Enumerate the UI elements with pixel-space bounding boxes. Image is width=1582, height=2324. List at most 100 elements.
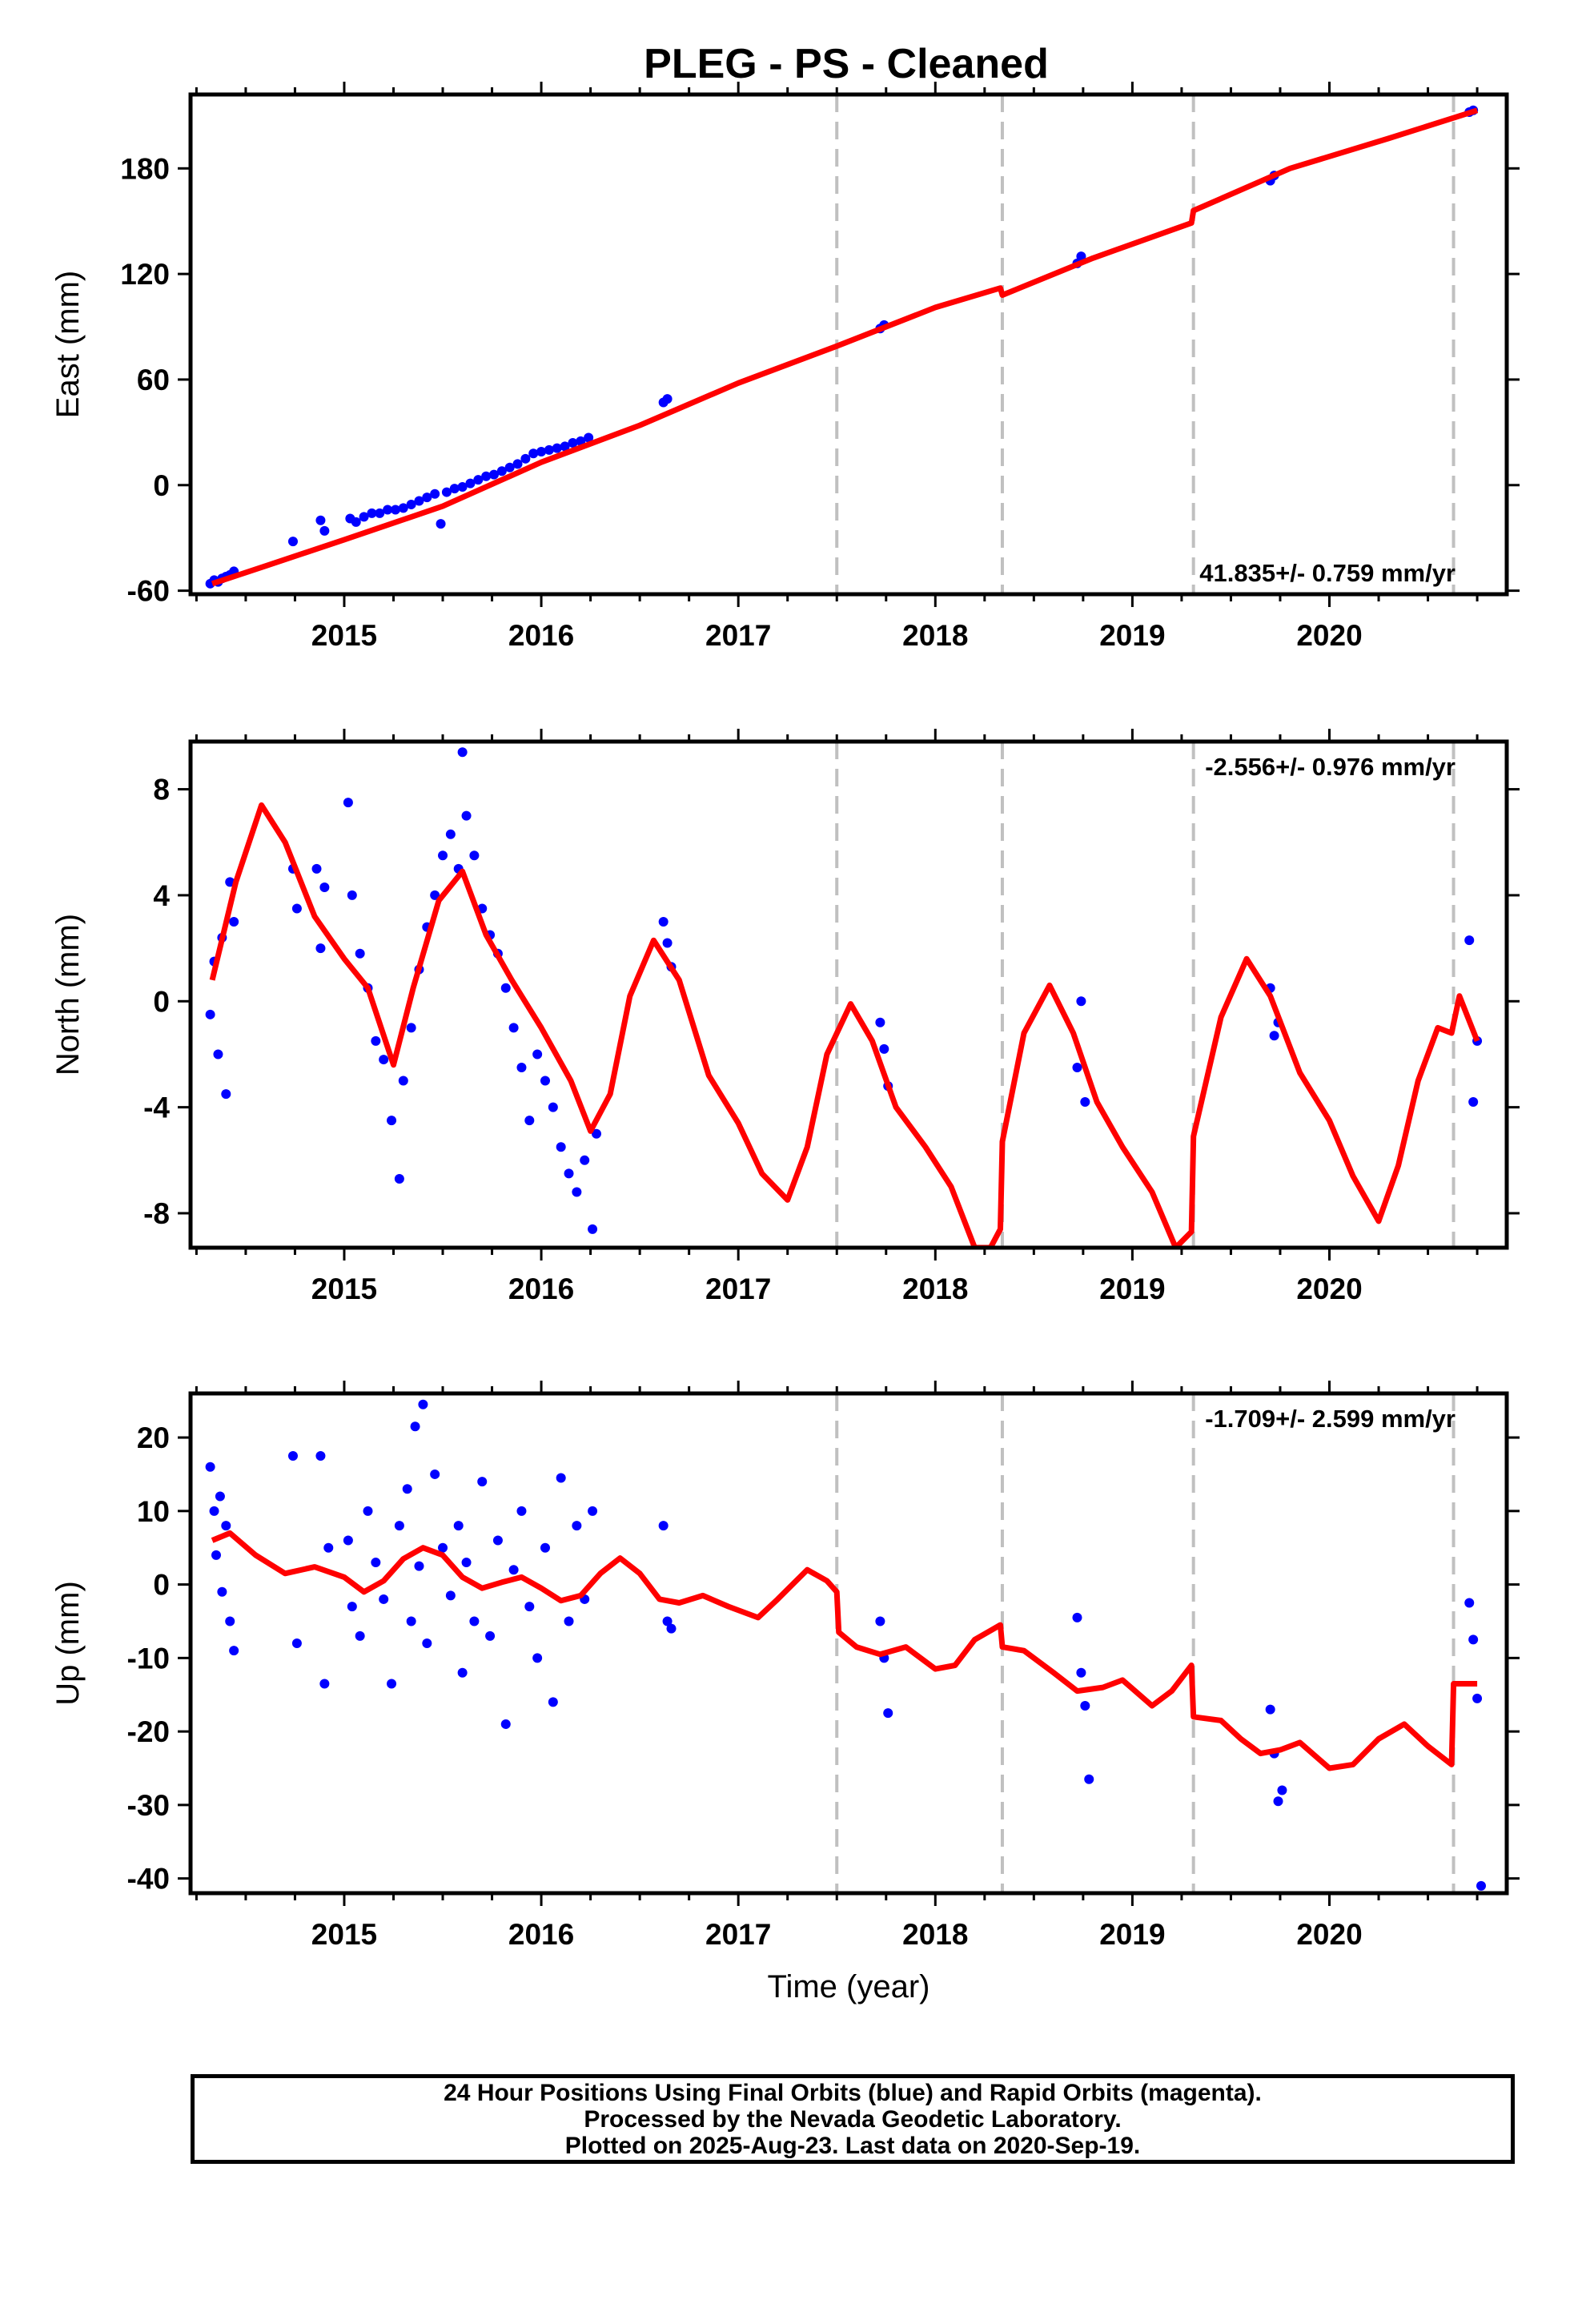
- observation-point: [347, 890, 357, 900]
- observation-point: [540, 1542, 550, 1553]
- observation-point: [394, 1521, 404, 1531]
- observation-point: [666, 1623, 677, 1634]
- x-tick-label: 2017: [705, 1273, 771, 1305]
- observation-point: [311, 863, 322, 874]
- panel-1: 2015 2016 2017 2018 2019 2020 -60 0 60 120 180 East…: [50, 82, 1520, 652]
- observation-point: [465, 478, 476, 489]
- observation-point: [1076, 996, 1086, 1007]
- observation-point: [211, 1550, 221, 1560]
- x-axis: 2015 2016 2017 2018 2019 2020: [195, 729, 1479, 1305]
- panels: 2015 2016 2017 2018 2019 2020 -60 0 60 120 180 East…: [50, 82, 1520, 2004]
- x-tick-label: 2016: [508, 619, 574, 652]
- observation-point: [883, 1708, 893, 1719]
- y-tick-label: 0: [153, 469, 170, 502]
- observation-point: [371, 1035, 381, 1046]
- observation-point: [1476, 1880, 1487, 1891]
- observation-point: [1072, 1612, 1082, 1622]
- footer-note: 24 Hour Positions Using Final Orbits (bl…: [191, 2074, 1515, 2164]
- observations: [205, 1399, 1487, 1891]
- observation-point: [576, 436, 586, 446]
- y-tick-label: 180: [120, 152, 170, 185]
- observation-point: [449, 484, 460, 494]
- observation-point: [367, 508, 377, 518]
- observation-point: [556, 1142, 566, 1152]
- observation-point: [422, 493, 432, 503]
- observation-point: [875, 1616, 885, 1626]
- observation-point: [406, 1616, 416, 1626]
- observation-point: [457, 481, 468, 492]
- observation-point: [205, 1462, 215, 1472]
- y-tick-label: 0: [153, 985, 170, 1018]
- observation-point: [1072, 1062, 1082, 1072]
- observation-point: [351, 517, 361, 527]
- x-axis-title: Time (year): [768, 1969, 930, 2004]
- observation-point: [481, 471, 492, 481]
- observation-point: [1076, 251, 1086, 262]
- observation-point: [477, 1477, 488, 1487]
- observation-point: [379, 1594, 389, 1604]
- observation-point: [209, 1506, 219, 1516]
- observation-point: [229, 917, 239, 927]
- panel-3: 2015 2016 2017 2018 2019 2020 -40 -30 -20 -10 0 10 2…: [50, 1381, 1520, 2004]
- observation-point: [383, 505, 393, 515]
- observation-point: [406, 1023, 416, 1033]
- observation-point: [588, 1224, 598, 1234]
- observation-point: [355, 1630, 365, 1641]
- y-tick-label: 8: [153, 774, 170, 806]
- observation-point: [387, 1116, 397, 1126]
- observation-point: [319, 525, 330, 536]
- x-axis: 2015 2016 2017 2018 2019 2020: [195, 82, 1479, 652]
- observation-point: [504, 462, 515, 472]
- rate-label: -1.709+/- 2.599 mm/yr: [1205, 1405, 1456, 1433]
- observation-point: [315, 515, 326, 525]
- footer-line-2: Processed by the Nevada Geodetic Laborat…: [584, 2106, 1122, 2133]
- observation-point: [1464, 935, 1475, 946]
- observation-point: [287, 537, 298, 547]
- observation-point: [1265, 1704, 1275, 1715]
- observation-point: [375, 508, 385, 518]
- y-tick-label: -60: [127, 575, 170, 608]
- y-tick-label: 10: [137, 1495, 170, 1528]
- observation-point: [291, 1638, 302, 1648]
- observation-point: [1080, 1701, 1090, 1711]
- observation-point: [520, 453, 531, 464]
- observation-point: [221, 1521, 231, 1531]
- observation-point: [323, 1542, 334, 1553]
- observation-point: [1273, 1796, 1283, 1807]
- observation-point: [662, 394, 673, 404]
- observation-point: [544, 444, 554, 455]
- observation-point: [588, 1506, 598, 1516]
- x-axis: 2015 2016 2017 2018 2019 2020: [195, 1381, 1479, 1951]
- observation-point: [371, 1558, 381, 1568]
- observation-point: [496, 466, 507, 476]
- observation-point: [363, 1506, 373, 1516]
- observation-point: [225, 1616, 235, 1626]
- x-tick-label: 2018: [902, 619, 968, 652]
- x-tick-label: 2016: [508, 1918, 574, 1951]
- x-tick-label: 2017: [705, 1918, 771, 1951]
- y-axis-title: Up (mm): [50, 1581, 86, 1706]
- observation-point: [469, 1616, 480, 1626]
- observation-point: [445, 829, 456, 839]
- observation-point: [516, 1062, 527, 1072]
- observation-point: [390, 505, 400, 515]
- observation-point: [418, 1399, 428, 1409]
- observation-point: [414, 1561, 424, 1571]
- observation-point: [398, 1076, 408, 1086]
- observation-point: [548, 1697, 558, 1707]
- observation-point: [658, 1521, 669, 1531]
- plot-frame: [188, 739, 1509, 1250]
- plot-frame: [188, 92, 1509, 597]
- observation-point: [540, 1076, 550, 1086]
- observation-point: [394, 1173, 404, 1184]
- rate-label: -2.556+/- 0.976 mm/yr: [1205, 753, 1456, 781]
- observation-point: [1468, 1634, 1479, 1645]
- x-tick-label: 2015: [311, 1273, 377, 1305]
- observation-point: [430, 890, 440, 900]
- observation-point: [591, 1128, 601, 1139]
- observation-point: [1472, 1693, 1483, 1703]
- observation-point: [875, 1017, 885, 1027]
- observation-point: [343, 1535, 353, 1546]
- x-tick-label: 2019: [1099, 619, 1165, 652]
